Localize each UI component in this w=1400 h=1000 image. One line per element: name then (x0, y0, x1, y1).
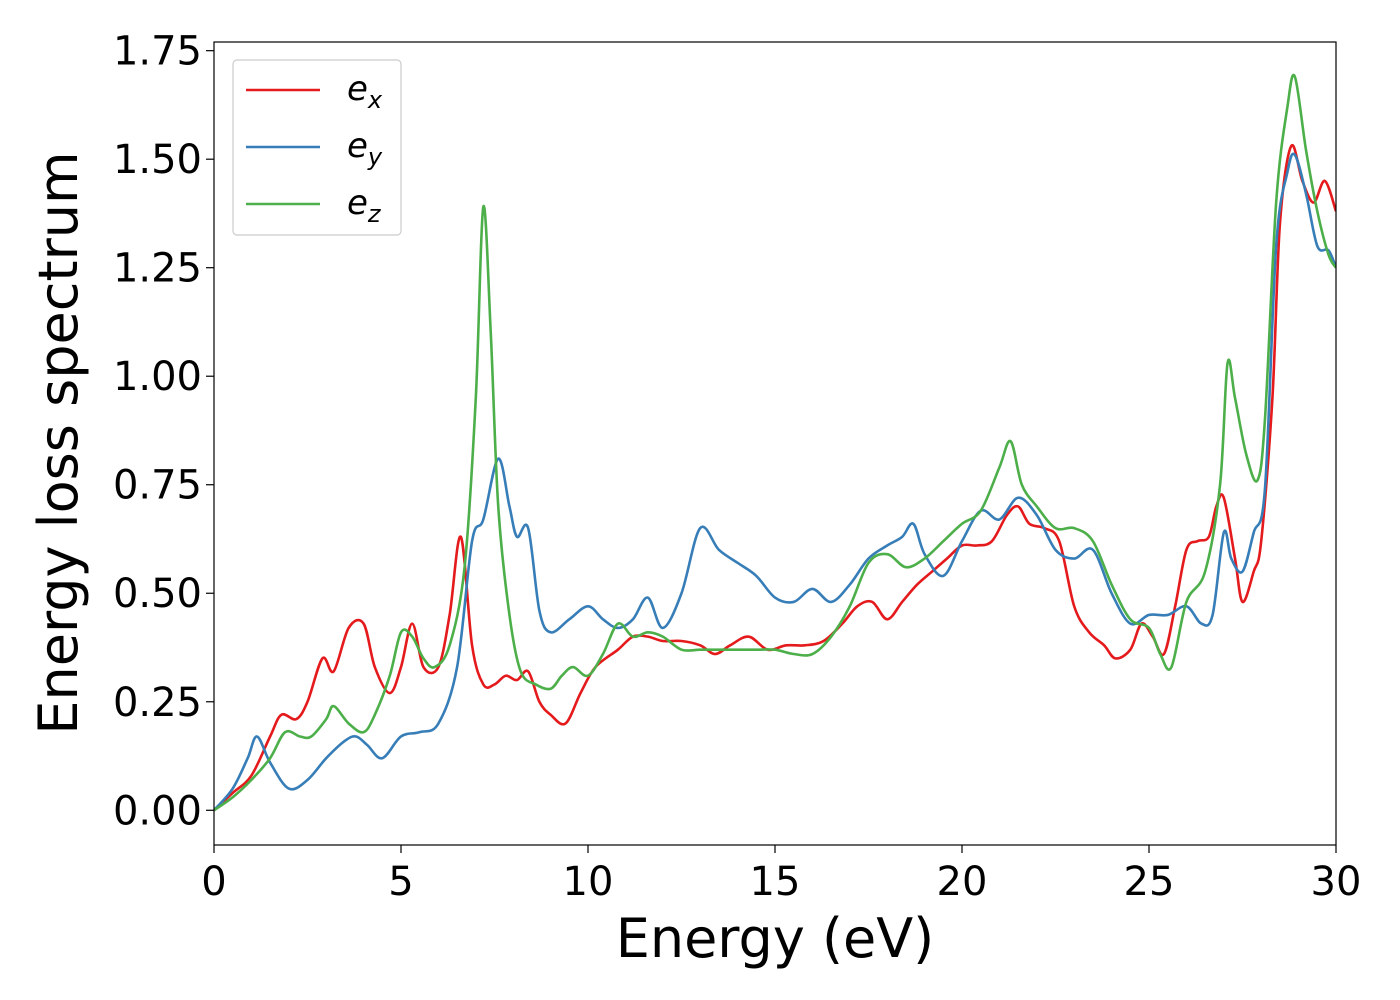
y-tick-label: 0.00 (113, 788, 202, 834)
y-tick-label: 1.25 (113, 246, 202, 292)
y-tick-label: 1.75 (113, 29, 202, 75)
series-layer (214, 73, 1336, 812)
series-line-ey (214, 152, 1336, 812)
series-line-ez (214, 73, 1336, 812)
x-axis-label: Energy (eV) (616, 907, 935, 970)
series-line-ex (214, 143, 1336, 812)
y-axis: 0.00 0.25 0.50 0.75 1.00 1.25 1.50 1.75 (113, 29, 214, 834)
x-tick-label: 25 (1124, 859, 1175, 905)
y-axis-label: Energy loss spectrum (27, 151, 90, 734)
y-tick-label: 0.50 (113, 571, 202, 617)
x-tick-label: 30 (1311, 859, 1362, 905)
x-tick-label: 15 (750, 859, 801, 905)
y-tick-label: 1.00 (113, 354, 202, 400)
x-tick-label: 0 (201, 859, 226, 905)
legend-label-ez: ez (347, 183, 382, 228)
x-tick-label: 5 (388, 859, 413, 905)
legend: ex ey ez (232, 59, 402, 236)
y-tick-label: 0.75 (113, 463, 202, 509)
x-axis: 0 5 10 15 20 25 30 (201, 845, 1361, 905)
x-tick-label: 10 (563, 859, 614, 905)
legend-label-ex: ex (347, 69, 383, 114)
y-tick-label: 1.50 (113, 137, 202, 183)
legend-label-ey: ey (347, 126, 383, 171)
x-tick-label: 20 (937, 859, 988, 905)
y-tick-label: 0.25 (113, 680, 202, 726)
